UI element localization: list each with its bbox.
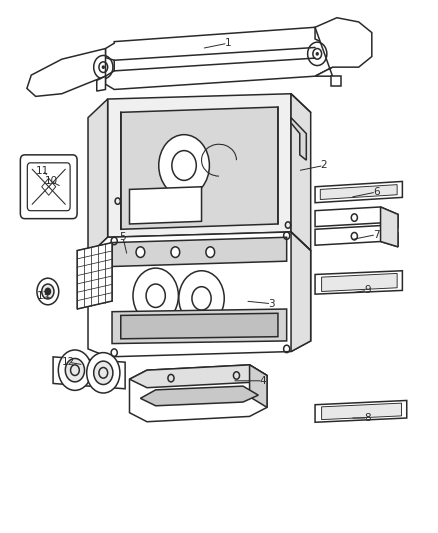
Circle shape: [159, 135, 209, 196]
FancyBboxPatch shape: [20, 155, 77, 219]
Polygon shape: [121, 313, 278, 339]
Circle shape: [58, 350, 92, 390]
Polygon shape: [112, 237, 287, 266]
Polygon shape: [315, 181, 403, 203]
Polygon shape: [291, 94, 311, 251]
Circle shape: [316, 53, 318, 55]
Text: 3: 3: [268, 298, 275, 309]
Polygon shape: [97, 76, 106, 91]
Polygon shape: [108, 94, 291, 237]
Polygon shape: [315, 271, 403, 294]
Polygon shape: [315, 207, 398, 228]
Polygon shape: [121, 107, 278, 229]
Polygon shape: [331, 76, 341, 86]
Polygon shape: [141, 386, 258, 406]
Polygon shape: [130, 365, 267, 422]
Polygon shape: [291, 118, 306, 160]
Polygon shape: [53, 357, 125, 389]
Polygon shape: [106, 27, 332, 90]
Polygon shape: [321, 403, 402, 419]
Polygon shape: [112, 309, 287, 344]
FancyBboxPatch shape: [27, 163, 70, 211]
Circle shape: [179, 271, 224, 326]
Polygon shape: [315, 18, 372, 76]
Polygon shape: [27, 49, 106, 96]
Text: 11: 11: [35, 166, 49, 176]
Circle shape: [65, 359, 85, 382]
Polygon shape: [130, 365, 267, 387]
Text: 6: 6: [373, 187, 379, 197]
Text: 13: 13: [37, 290, 50, 301]
Text: 1: 1: [224, 38, 231, 48]
Circle shape: [87, 353, 120, 393]
Text: 12: 12: [62, 357, 75, 367]
Polygon shape: [291, 232, 311, 352]
Polygon shape: [250, 365, 267, 407]
Circle shape: [102, 66, 104, 68]
Circle shape: [45, 288, 50, 295]
Text: 5: 5: [120, 232, 126, 243]
Polygon shape: [130, 187, 201, 224]
Text: 10: 10: [44, 176, 57, 187]
Text: 4: 4: [259, 376, 266, 386]
Text: 2: 2: [321, 160, 327, 171]
Circle shape: [94, 361, 113, 384]
Polygon shape: [321, 273, 397, 292]
Circle shape: [136, 247, 145, 257]
Polygon shape: [320, 184, 397, 199]
Polygon shape: [88, 99, 108, 256]
Text: 9: 9: [364, 286, 371, 295]
Polygon shape: [381, 207, 398, 247]
Polygon shape: [315, 400, 407, 422]
Circle shape: [42, 284, 54, 299]
Circle shape: [171, 247, 180, 257]
Circle shape: [206, 247, 215, 257]
Polygon shape: [77, 243, 112, 309]
Circle shape: [37, 278, 59, 305]
Polygon shape: [315, 225, 398, 247]
Polygon shape: [88, 232, 311, 357]
Circle shape: [172, 151, 196, 180]
Text: 8: 8: [364, 413, 371, 423]
Circle shape: [133, 268, 178, 324]
Text: 7: 7: [373, 230, 379, 240]
